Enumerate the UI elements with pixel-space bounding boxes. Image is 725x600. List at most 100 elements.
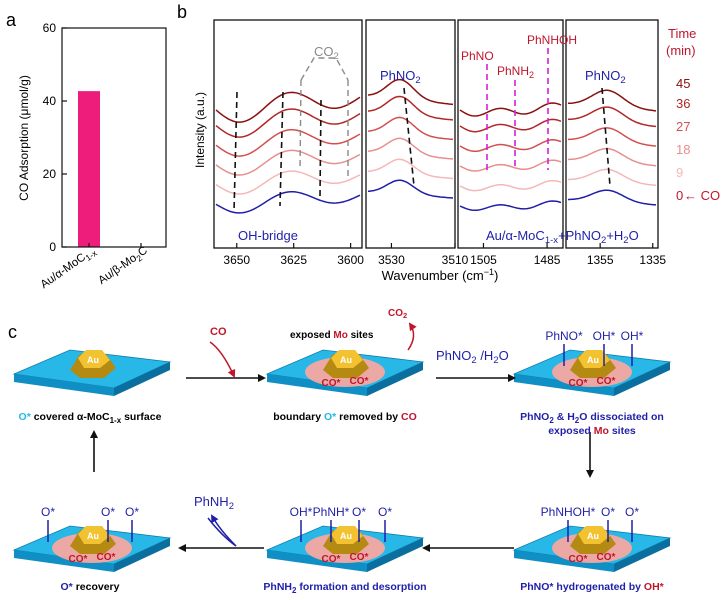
adsorbate-label: O*: [125, 505, 139, 519]
panel-label-c: c: [8, 322, 17, 342]
adsorbate-label: O*: [601, 505, 615, 519]
peak-markers-co2: [299, 57, 349, 180]
catalyst-stage-3: Au CO* CO* PhNO* OH* OH*: [512, 329, 672, 396]
peak-markers-oh: [233, 91, 322, 213]
substrate-side: [114, 362, 170, 396]
annotation-phno: PhNO: [461, 49, 494, 63]
peak-markers-intermediates: [486, 48, 549, 170]
exposed-mo-label: exposed Mo sites: [290, 330, 374, 341]
substrate-side: [514, 374, 614, 396]
annotation-phno2-1: PhNO2: [380, 68, 421, 86]
x-tick-label-b: 1355: [587, 253, 614, 267]
au-label: Au: [87, 355, 99, 365]
substrate-side: [267, 550, 367, 572]
time-header: Time: [668, 26, 696, 41]
spectrum-trace-27min: [568, 127, 657, 147]
substrate-side: [614, 362, 670, 396]
caption-stage-6: O* recovery: [61, 581, 120, 593]
reagent-phno2-h2o: PhNO2 /H2O: [436, 348, 509, 366]
adsorbate-label: PhNO*: [545, 329, 583, 343]
peak-marker-phno2-1: [403, 87, 415, 187]
panel-label-b: b: [177, 2, 187, 22]
substrate-side: [14, 550, 114, 572]
annotation-co2: CO2: [314, 44, 339, 62]
x-tick-label-b: 3650: [223, 253, 250, 267]
spectrum-panel-frame: [457, 19, 564, 249]
time-label: 18: [676, 142, 690, 157]
time-unit: (min): [666, 43, 696, 58]
y-tick-label-a: 60: [43, 21, 57, 35]
substrate-side: [614, 538, 670, 572]
au-label: Au: [587, 531, 599, 541]
annotation-sample: Au/α-MoC1-x+PhNO2+H2O: [486, 228, 639, 246]
spectrum-trace-45min: [215, 91, 361, 123]
spectrum-trace-45min: [367, 78, 454, 106]
spectrum-trace-0min: [568, 189, 657, 206]
caption-stage-1: O* covered α-MoC1-x surface: [19, 411, 162, 425]
x-tick-label-b: 1335: [639, 253, 666, 267]
adsorbate-label: O*: [352, 505, 366, 519]
spectrum-trace-45min: [568, 89, 657, 112]
co-adsorbed-label: CO*: [322, 554, 341, 565]
spectrum-trace-18min: [215, 149, 361, 176]
adsorbate-label: PhNH*: [313, 505, 350, 519]
au-particle-top: [331, 350, 363, 368]
caption-stage-5: PhNH2 formation and desorption: [263, 581, 426, 595]
adsorbate-label: OH*: [290, 505, 313, 519]
x-tick-label-a-1: Au/β-Mo2C: [96, 245, 151, 289]
spectrum-trace-9min: [459, 179, 562, 192]
panel-b: b Intensity (a.u.) 3650 3625 3600 3530 3510 1…: [177, 2, 720, 283]
y-tick-label-a: 0: [49, 240, 56, 254]
spectrum-trace-36min: [367, 95, 454, 121]
co-marker: ← CO: [684, 188, 720, 203]
peak-marker-phno2-2: [601, 87, 611, 187]
x-ticks-b: 3650 3625 3600 3530 3510 1505 1485 1355 1335: [223, 243, 666, 267]
catalyst-stage-2: Au CO* CO*: [265, 349, 425, 396]
spectrum-panel-frame: [213, 19, 363, 249]
spectrum-trace-27min: [367, 116, 454, 141]
x-tick-label-b: 3600: [337, 253, 364, 267]
spectrum-panel-frame: [365, 19, 456, 249]
catalyst-stage-6: Au CO* CO* O* O* O*: [12, 505, 172, 572]
time-label: 27: [676, 119, 690, 134]
substrate-side: [267, 374, 367, 396]
co-reagent: CO: [210, 326, 227, 338]
time-label: 36: [676, 96, 690, 111]
adsorbate-label: OH*: [593, 329, 616, 343]
annotation-phnhoh: PhNHOH: [527, 33, 577, 47]
substrate-side: [514, 550, 614, 572]
co-adsorbed-label: CO*: [569, 554, 588, 565]
x-tick-label-b: 3510: [442, 253, 469, 267]
adsorbate-label: O*: [101, 505, 115, 519]
co-adsorbed-label: CO*: [597, 376, 616, 387]
annotation-oh-bridge: OH-bridge: [238, 228, 298, 243]
co-adsorbed-label: CO*: [97, 552, 116, 563]
spectrum-trace-9min: [215, 170, 361, 195]
co-adsorbed-label: CO*: [322, 378, 341, 389]
y-axis-label-b: Intensity (a.u.): [193, 92, 207, 168]
time-label: 0: [676, 188, 683, 203]
substrate-side: [367, 538, 423, 572]
caption-stage-3-line2: exposed Mo sites: [548, 425, 636, 437]
co2-product-label: CO2: [388, 308, 407, 320]
au-label: Au: [340, 355, 352, 365]
time-legend: 0 9 18 27 36 45: [676, 76, 690, 203]
substrate-side: [14, 374, 114, 396]
au-label: Au: [587, 355, 599, 365]
svg-text:Au/β-Mo2C: Au/β-Mo2C: [96, 245, 151, 289]
caption-stage-2: boundary O* removed by CO: [273, 411, 417, 423]
panel-a: a CO Adsorption (μmol/g) 0 20 40 60 Au/α-Mo…: [6, 10, 167, 293]
co-adsorbed-label: CO*: [597, 552, 616, 563]
annotation-phno2-2: PhNO2: [585, 68, 626, 86]
scheme-stages: Au Au CO* CO* Au CO* CO* PhNO* OH* OH* Au CO* CO* PhN…: [12, 308, 672, 572]
svg-text:Au/α-MoC1-x: Au/α-MoC1-x: [39, 244, 100, 293]
au-label: Au: [87, 531, 99, 541]
co-arrow: [209, 341, 236, 378]
x-tick-label-b: 1485: [534, 253, 561, 267]
spectrum-trace-0min: [367, 179, 454, 199]
x-tick-label-b: 3625: [280, 253, 307, 267]
co-adsorbed-label: CO*: [569, 378, 588, 389]
x-axis-label-b: Wavenumber (cm−1): [382, 267, 499, 283]
annotation-phnh2: PhNH2: [497, 64, 534, 80]
